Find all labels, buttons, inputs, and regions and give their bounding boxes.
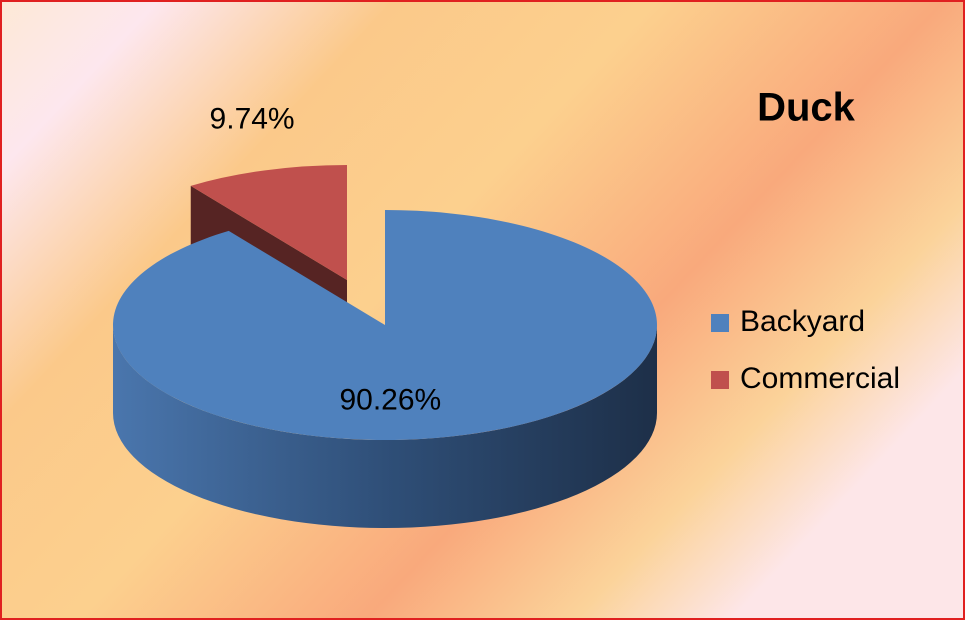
chart-title: Duck xyxy=(757,86,856,130)
slice xyxy=(190,165,347,280)
legend-swatch xyxy=(711,371,729,389)
legend-label: Commercial xyxy=(740,362,900,395)
legend-label: Backyard xyxy=(740,305,865,338)
slice-side xyxy=(113,325,657,528)
slice xyxy=(112,210,658,440)
data-label: 9.74% xyxy=(210,102,295,135)
legend-swatch xyxy=(711,314,729,332)
data-label: 90.26% xyxy=(339,384,441,417)
